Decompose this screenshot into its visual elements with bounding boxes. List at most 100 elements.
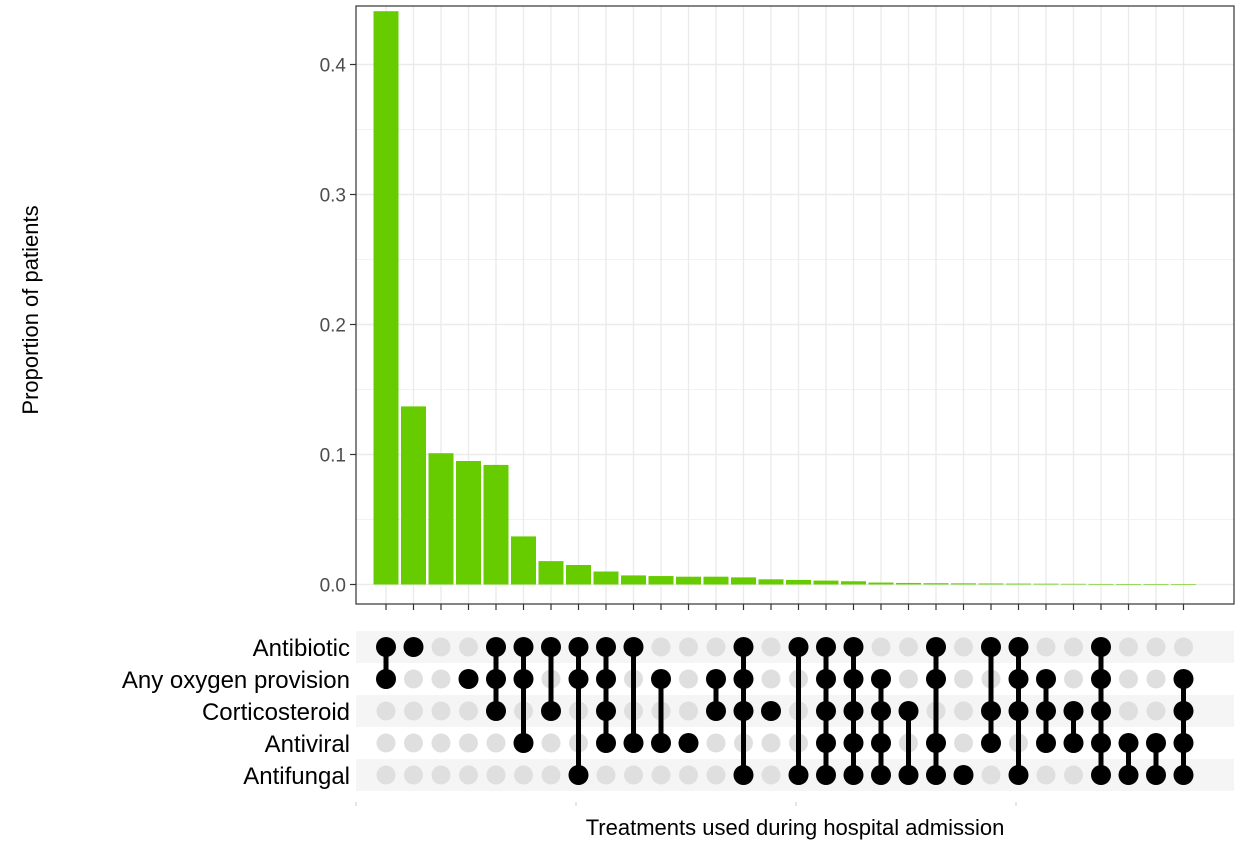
bar: [456, 461, 481, 585]
bar: [621, 575, 646, 585]
bar: [428, 453, 454, 585]
matrix-dot-filled: [1146, 765, 1166, 785]
matrix-dot-filled: [843, 669, 864, 689]
matrix-dot-filled: [706, 669, 726, 689]
bar: [1061, 583, 1086, 585]
matrix-dot-filled: [871, 669, 891, 689]
matrix-dot-filled: [871, 701, 891, 721]
matrix-dot-filled: [926, 733, 946, 753]
matrix-dot-filled: [843, 637, 864, 657]
matrix-dot-filled: [733, 701, 754, 721]
matrix-dot-empty: [981, 765, 1001, 785]
matrix-dot-filled: [733, 637, 754, 657]
matrix-dot-empty: [651, 765, 671, 785]
matrix-dot-filled: [1173, 733, 1194, 753]
matrix-dot-filled: [1008, 765, 1029, 785]
matrix-dot-filled: [403, 637, 424, 657]
matrix-dot-empty: [404, 701, 423, 721]
x-axis-title: Treatments used during hospital admissio…: [586, 815, 1005, 840]
matrix-dot-empty: [679, 637, 698, 657]
matrix-dot-filled: [623, 733, 644, 753]
matrix-dot-filled: [816, 701, 836, 721]
matrix-dot-empty: [761, 669, 781, 689]
bar: [648, 576, 674, 585]
bar: [1116, 584, 1141, 585]
matrix-dot-empty: [1174, 637, 1193, 657]
matrix-dot-empty: [679, 669, 698, 689]
matrix-dot-filled: [513, 637, 534, 657]
bar: [1006, 583, 1031, 585]
y-tick-label: 0.2: [320, 316, 346, 337]
matrix-dot-empty: [761, 733, 781, 753]
matrix-dot-empty: [1064, 669, 1083, 689]
matrix-dot-empty: [706, 637, 726, 657]
matrix-dot-empty: [706, 733, 726, 753]
matrix-dot-filled: [816, 733, 836, 753]
matrix-dot-empty: [954, 701, 973, 721]
matrix-dot-filled: [981, 637, 1001, 657]
set-label: Corticosteroid: [202, 699, 350, 726]
matrix-dot-empty: [404, 765, 423, 785]
y-tick-label: 0.0: [320, 576, 346, 597]
matrix-dot-filled: [1063, 701, 1084, 721]
matrix-dot-empty: [404, 733, 423, 753]
set-label: Antifungal: [243, 763, 350, 790]
y-tick-label: 0.1: [320, 446, 346, 467]
matrix-dot-empty: [1146, 701, 1166, 721]
bar: [538, 561, 564, 585]
bar: [951, 583, 976, 585]
matrix-dot-filled: [651, 669, 671, 689]
matrix-dot-empty: [376, 765, 396, 785]
matrix-dot-empty: [514, 765, 533, 785]
y-axis-title: Proportion of patients: [18, 205, 43, 414]
matrix-panel: Antibiotic Any oxygen provision Corticoste…: [122, 631, 1234, 806]
matrix-dot-empty: [761, 765, 781, 785]
bar: [786, 579, 811, 585]
matrix-dot-empty: [431, 701, 451, 721]
matrix-dot-empty: [1119, 701, 1138, 721]
matrix-dot-empty: [1036, 765, 1056, 785]
matrix-dot-filled: [926, 637, 946, 657]
matrix-dot-empty: [954, 637, 973, 657]
matrix-dot-empty: [1146, 669, 1166, 689]
matrix-dot-filled: [678, 733, 699, 753]
matrix-dot-filled: [486, 669, 506, 689]
matrix-dot-filled: [1091, 637, 1111, 657]
bar: [841, 581, 866, 585]
matrix-dot-filled: [733, 765, 754, 785]
matrix-dot-filled: [706, 701, 726, 721]
matrix-dot-filled: [568, 669, 589, 689]
matrix-dot-empty: [1119, 669, 1138, 689]
bar: [703, 576, 729, 585]
matrix-dot-empty: [651, 637, 671, 657]
matrix-dot-empty: [541, 733, 561, 753]
matrix-dot-empty: [871, 637, 891, 657]
bar: [896, 582, 921, 585]
bar: [813, 580, 839, 585]
matrix-dot-empty: [459, 765, 478, 785]
matrix-dot-empty: [376, 701, 396, 721]
matrix-dot-filled: [1036, 701, 1056, 721]
matrix-dot-filled: [816, 637, 836, 657]
bar: [758, 579, 784, 585]
bar: [1088, 583, 1114, 585]
matrix-dot-empty: [1064, 637, 1083, 657]
matrix-dot-filled: [568, 637, 589, 657]
matrix-dot-empty: [899, 669, 918, 689]
matrix-dot-empty: [1064, 765, 1083, 785]
matrix-dot-filled: [816, 669, 836, 689]
y-tick-label: 0.4: [320, 56, 347, 77]
matrix-dot-filled: [788, 765, 809, 785]
matrix-dot-filled: [541, 637, 561, 657]
matrix-dot-empty: [1119, 637, 1138, 657]
matrix-dot-empty: [459, 701, 478, 721]
matrix-dot-empty: [1036, 637, 1056, 657]
bar: [978, 583, 1004, 585]
matrix-dot-empty: [431, 733, 451, 753]
matrix-dot-filled: [1091, 765, 1111, 785]
matrix-dot-filled: [1008, 669, 1029, 689]
matrix-dot-empty: [1146, 637, 1166, 657]
matrix-dot-filled: [513, 669, 534, 689]
